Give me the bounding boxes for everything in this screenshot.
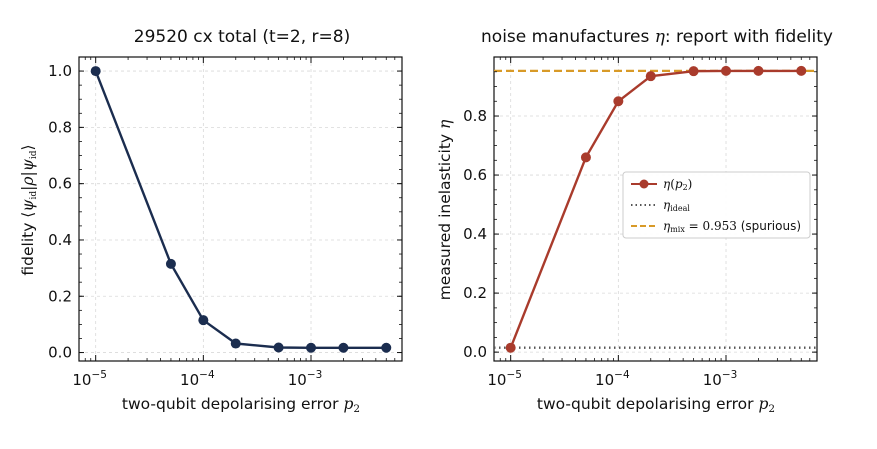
fidelity-y-axis-label: fidelity ⟨ψid|ρ|ψid⟩	[19, 144, 39, 275]
legend: η(p2) ηideal ηmix = 0.953 (spurious)	[622, 171, 811, 239]
inelasticity-series-line	[509, 69, 802, 349]
fidelity-series-line	[94, 70, 387, 349]
inelasticity-ytick-label: 0.6	[463, 166, 487, 184]
fidelity-data-point	[306, 342, 317, 353]
fidelity-ytick-label: 1.0	[48, 62, 72, 80]
inelasticity-xtick-label: 10−4	[595, 369, 630, 389]
fidelity-data-point	[338, 342, 349, 353]
fidelity-data-point	[165, 258, 176, 269]
fidelity-ytick-label: 0.0	[48, 344, 72, 362]
fidelity-data-point	[90, 66, 101, 77]
inelasticity-chart-title: noise manufactures η: report with fideli…	[481, 27, 833, 47]
fidelity-data-point	[198, 315, 209, 326]
inelasticity-plot-frame	[493, 56, 818, 362]
fidelity-ytick-label: 0.6	[48, 175, 72, 193]
legend-mix-label: ηmix = 0.953 (spurious)	[663, 219, 801, 234]
legend-ideal-label: ηideal	[663, 198, 690, 213]
fidelity-panel: 29520 cx total (t=2, r=8) two-qubit depo…	[19, 27, 403, 415]
inelasticity-ytick-label: 0.4	[463, 225, 487, 243]
fidelity-ytick-label: 0.2	[48, 287, 72, 305]
inelasticity-data-point	[613, 96, 624, 107]
inelasticity-ytick-label: 0.0	[463, 343, 487, 361]
fidelity-xtick-label: 10−4	[180, 369, 215, 389]
fidelity-x-axis-label: two-qubit depolarising error p2	[122, 395, 360, 415]
inelasticity-x-axis-label: two-qubit depolarising error p2	[537, 395, 775, 415]
inelasticity-data-point	[721, 65, 732, 76]
fidelity-chart-title: 29520 cx total (t=2, r=8)	[134, 27, 350, 47]
inelasticity-data-point	[645, 71, 656, 82]
inelasticity-data-point	[505, 342, 516, 353]
fidelity-data-point	[273, 342, 284, 353]
fidelity-xtick-label: 10−5	[72, 369, 107, 389]
inelasticity-xtick-label: 10−3	[703, 369, 738, 389]
inelasticity-data-point	[753, 65, 764, 76]
inelasticity-data-point	[580, 152, 591, 163]
inelasticity-xtick-label: 10−5	[487, 369, 522, 389]
legend-box	[622, 171, 811, 239]
inelasticity-ytick-label: 0.8	[463, 107, 487, 125]
inelasticity-y-axis-label: measured inelasticity η	[436, 119, 454, 300]
fidelity-grid	[79, 57, 402, 361]
inelasticity-ytick-label: 0.2	[463, 284, 487, 302]
inelasticity-data-point	[688, 66, 699, 77]
fidelity-ytick-label: 0.8	[48, 118, 72, 136]
fidelity-plot-frame	[78, 56, 403, 362]
fidelity-data-point	[381, 342, 392, 353]
fidelity-data-point	[230, 338, 241, 349]
fidelity-ytick-label: 0.4	[48, 231, 72, 249]
legend-eta-label: η(p2)	[663, 177, 692, 192]
legend-eta-marker	[639, 179, 649, 189]
inelasticity-data-point	[796, 65, 807, 76]
inelasticity-panel: noise manufactures η: report with fideli…	[436, 27, 833, 415]
fidelity-xtick-label: 10−3	[288, 369, 323, 389]
